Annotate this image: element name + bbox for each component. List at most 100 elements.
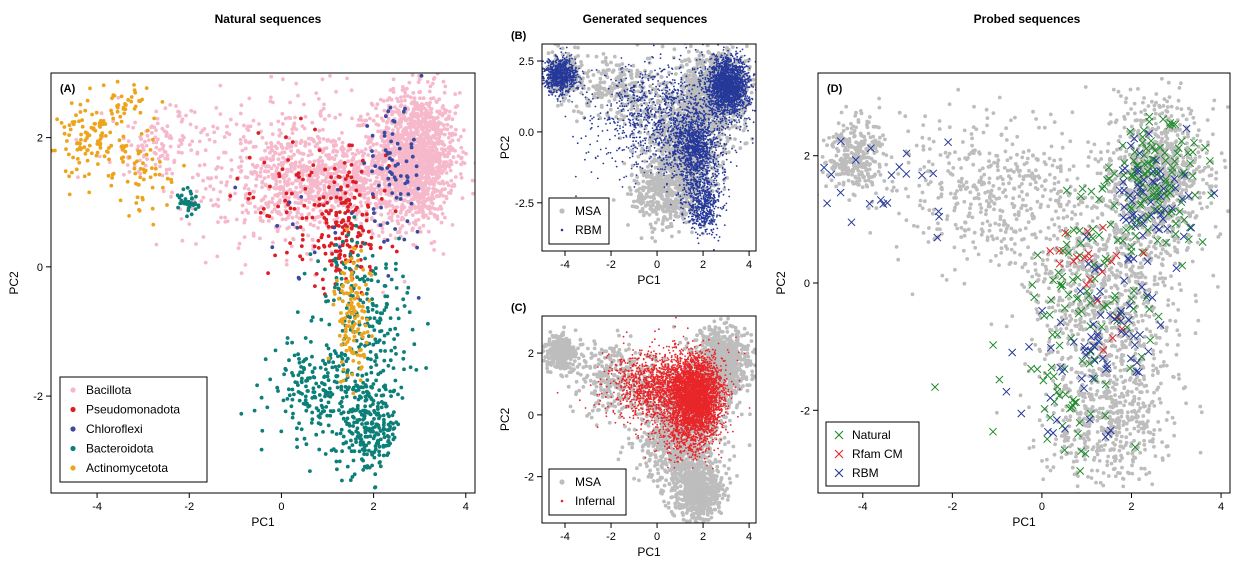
point (283, 366, 288, 371)
point (323, 391, 328, 396)
point (470, 178, 475, 183)
point (393, 236, 398, 241)
point (363, 323, 368, 328)
point (400, 159, 405, 164)
point (270, 200, 274, 205)
point (189, 148, 194, 153)
point (99, 111, 104, 116)
point (293, 200, 298, 205)
point (216, 156, 221, 160)
point (377, 201, 382, 206)
point (307, 160, 312, 164)
point (409, 145, 414, 150)
point (127, 170, 132, 174)
point (393, 171, 398, 176)
point (320, 77, 325, 82)
point (415, 229, 420, 234)
point (145, 157, 150, 162)
point (443, 215, 447, 220)
legend-marker (70, 465, 76, 471)
point (78, 110, 83, 114)
point (242, 123, 246, 128)
panel-d-title: Probed sequences (974, 12, 1081, 26)
point (300, 237, 305, 242)
point (145, 128, 150, 133)
point (443, 111, 448, 115)
point (392, 175, 397, 180)
point (358, 433, 363, 438)
point (224, 183, 229, 188)
point (441, 104, 445, 108)
point (225, 130, 229, 135)
point (459, 155, 464, 160)
y-tick-label: 2 (37, 133, 43, 145)
point (295, 380, 299, 385)
point (300, 370, 305, 375)
point (384, 173, 389, 178)
point (233, 191, 238, 196)
point (407, 125, 411, 130)
point (432, 239, 437, 244)
point (355, 205, 359, 210)
point (394, 261, 398, 266)
point (354, 188, 359, 193)
point (426, 186, 430, 191)
point (317, 128, 322, 133)
point (660, 44, 665, 49)
point (199, 130, 203, 135)
legend-marker (70, 426, 76, 432)
point (237, 165, 241, 170)
point (335, 368, 340, 372)
point (402, 304, 407, 308)
point (334, 374, 339, 379)
point (360, 185, 365, 189)
point (324, 209, 329, 214)
point (402, 189, 407, 194)
point (143, 163, 148, 168)
point (370, 307, 375, 312)
point (212, 139, 217, 144)
point (223, 150, 228, 155)
point (390, 218, 394, 223)
point (475, 160, 479, 164)
point (326, 394, 331, 398)
point (378, 97, 383, 102)
point (201, 178, 206, 183)
point (381, 413, 386, 418)
point (147, 138, 151, 143)
point (247, 191, 252, 196)
plot-area-a (51, 73, 479, 490)
point (329, 208, 333, 213)
point (365, 124, 370, 128)
point (384, 443, 388, 448)
point (338, 431, 343, 436)
point (389, 139, 393, 144)
point (299, 201, 304, 206)
point (347, 170, 351, 175)
point (379, 405, 384, 410)
point (365, 452, 369, 457)
point (312, 159, 317, 164)
point (209, 176, 214, 181)
point (382, 358, 387, 363)
point (271, 240, 275, 245)
point (174, 104, 178, 108)
point (350, 270, 354, 275)
point (334, 243, 339, 247)
point (287, 200, 292, 205)
point (319, 171, 324, 176)
point (426, 216, 431, 221)
point (704, 69, 709, 74)
point (430, 142, 435, 147)
point (338, 197, 343, 201)
point (409, 201, 414, 206)
point (734, 33, 738, 37)
point (324, 146, 329, 151)
point (349, 274, 354, 278)
point (354, 338, 359, 343)
point (195, 172, 200, 177)
point (326, 400, 331, 405)
point (381, 431, 386, 436)
point (103, 122, 108, 126)
point (382, 181, 387, 186)
